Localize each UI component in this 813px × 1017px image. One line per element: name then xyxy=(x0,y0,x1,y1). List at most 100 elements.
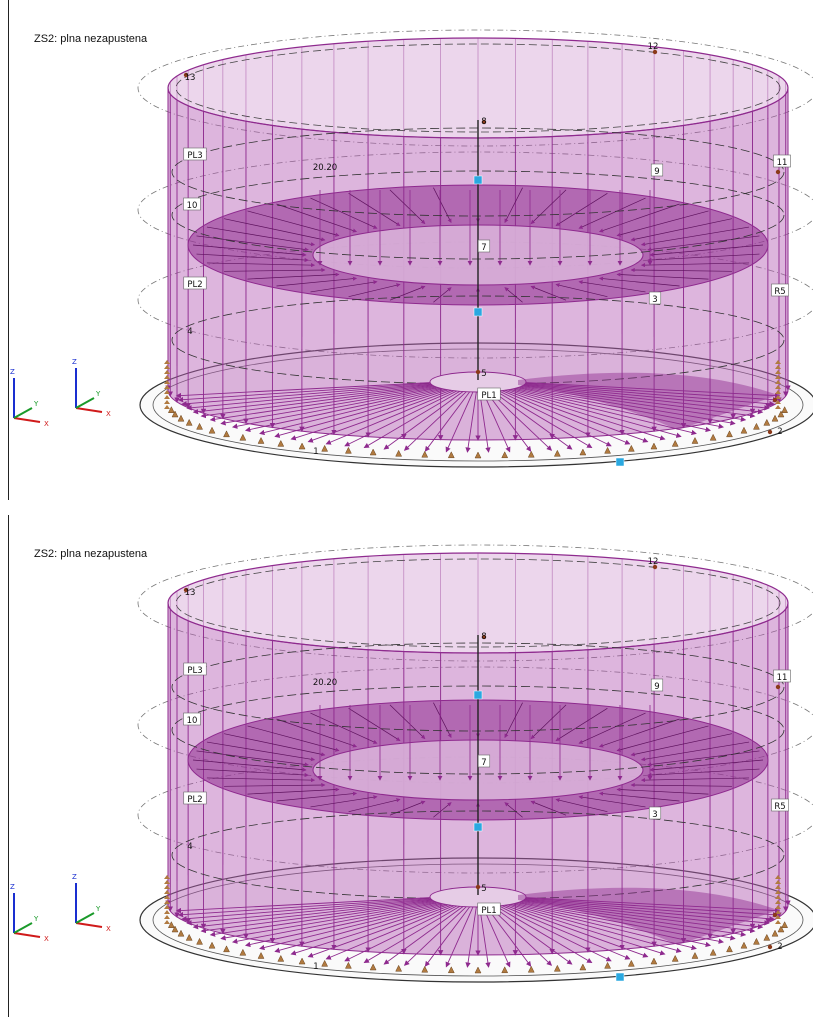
support-symbol xyxy=(753,937,760,945)
floor-radial-load-arrow xyxy=(348,708,401,741)
node-point xyxy=(772,397,778,403)
bottom-radial-load-arrow xyxy=(523,384,764,415)
node-point xyxy=(475,369,481,375)
node-point xyxy=(481,634,487,640)
label-box xyxy=(771,283,789,297)
floor-radial-load-arrow xyxy=(192,244,307,257)
floor-radial-load-arrow xyxy=(206,226,316,247)
support-symbol xyxy=(223,430,230,438)
x-axis-arrow xyxy=(75,407,103,413)
node-label-n11: 11 xyxy=(777,673,788,683)
floor-radial-load-arrow xyxy=(310,197,378,229)
floor-radial-load-arrow xyxy=(555,798,608,813)
support-symbol xyxy=(775,910,781,914)
bottom-radial-load-arrow xyxy=(181,898,432,922)
floor-radial-load-arrow xyxy=(196,253,309,263)
floor-radial-load-arrow xyxy=(247,210,340,237)
floor-radial-load-arrow xyxy=(504,702,523,739)
bottom-radial-load-arrow xyxy=(200,385,435,419)
view-axes-triad: Z X Y xyxy=(72,873,111,933)
node-label-dim: 20.20 xyxy=(313,678,337,688)
support-symbol xyxy=(369,448,377,456)
floor-radial-load-arrow xyxy=(223,218,326,242)
bottom-radial-load-arrow xyxy=(486,391,532,452)
node-label-n8: 8 xyxy=(481,117,486,127)
floor-radial-load-arrow xyxy=(433,802,452,818)
view-panel-bottom: 12 13 8 11 9 10 7 3 R5 4 5 1 2 PL3 PL2 PL1 20.20 Z X Y Z X Y Z… xyxy=(0,515,813,1015)
support-symbol xyxy=(501,966,509,974)
node-label-dim: 20.20 xyxy=(313,163,337,173)
selected-node-marker xyxy=(473,822,483,832)
bottom-radial-load-arrow xyxy=(514,387,712,433)
bottom-radial-load-arrow xyxy=(186,899,432,926)
floor-radial-load-arrow xyxy=(598,203,680,233)
support-symbol xyxy=(277,954,285,962)
floor-radial-load-arrow xyxy=(647,768,760,778)
z-axis-label: Z xyxy=(72,873,77,881)
floor-radial-load-arrow xyxy=(433,702,452,739)
label-box xyxy=(771,798,789,812)
global-axes-triad: Z X Y xyxy=(10,883,49,943)
support-symbol xyxy=(164,885,170,889)
floor-radial-load-arrow xyxy=(598,718,680,748)
support-symbol xyxy=(671,439,679,447)
x-axis-arrow xyxy=(13,932,41,938)
bottom-radial-load-arrow xyxy=(495,390,593,449)
bottom-radial-load-arrow xyxy=(244,387,442,433)
bottom-radial-load-arrow xyxy=(525,382,781,399)
support-symbol xyxy=(579,963,587,971)
load-case-caption: ZS2: plna nezapustena xyxy=(34,33,148,45)
label-box xyxy=(773,669,791,683)
floor-radial-load-arrow xyxy=(276,276,358,287)
bottom-radial-load-arrow xyxy=(479,906,491,968)
bottom-radial-load-arrow xyxy=(525,897,779,918)
floor-radial-load-arrow xyxy=(616,210,709,237)
floor-radial-load-arrow xyxy=(630,267,732,273)
bottom-radial-load-arrow xyxy=(220,386,438,426)
support-symbol xyxy=(775,395,781,399)
node-label-n1: 1 xyxy=(313,447,318,457)
bottom-radial-load-arrow xyxy=(424,391,470,452)
bottom-radial-load-arrow xyxy=(445,391,474,453)
floor-radial-load-arrow xyxy=(616,725,709,752)
support-symbol xyxy=(321,959,329,967)
floor-radial-load-arrow xyxy=(630,218,733,242)
node-label-n4: 4 xyxy=(187,327,192,337)
tank-top-dashed-edge xyxy=(175,558,781,648)
support-symbol xyxy=(196,937,203,945)
bottom-radial-load-arrow xyxy=(525,897,781,914)
bottom-radial-load-arrow xyxy=(498,905,612,962)
support-symbol xyxy=(627,444,635,452)
floor-radial-load-arrow xyxy=(247,787,340,795)
support-symbol xyxy=(775,905,781,909)
left-border-line xyxy=(8,515,9,1017)
node-label-n9: 9 xyxy=(654,682,659,692)
support-symbol xyxy=(447,966,455,974)
y-axis-label: Y xyxy=(33,915,39,923)
floor-radial-load-arrow xyxy=(647,750,760,767)
support-symbol xyxy=(171,925,179,933)
support-symbol xyxy=(298,957,306,965)
bottom-radial-load-arrow xyxy=(524,898,775,922)
label-box xyxy=(477,239,491,253)
floor-radial-load-arrow xyxy=(578,280,646,293)
floor-radial-load-arrow xyxy=(310,280,378,293)
node-label-pl3: PL3 xyxy=(187,666,202,676)
support-symbol xyxy=(775,385,781,389)
support-symbol xyxy=(208,426,216,434)
floor-radial-load-arrow xyxy=(555,193,608,226)
bottom-radial-load-arrow xyxy=(489,391,553,451)
support-symbol xyxy=(223,945,230,953)
floor-radial-load-arrow xyxy=(640,777,750,783)
node-label-n4: 4 xyxy=(187,842,192,852)
support-symbol xyxy=(474,966,482,974)
y-axis-label: Y xyxy=(95,390,101,398)
support-symbol xyxy=(164,375,170,379)
floor-radial-load-arrow xyxy=(630,782,732,788)
node-label-n3: 3 xyxy=(652,295,657,305)
node-label-n7: 7 xyxy=(481,758,486,768)
floor-radial-load-arrow xyxy=(555,708,608,741)
bottom-radial-load-arrow xyxy=(492,906,573,965)
bottom-radial-load-arrow xyxy=(516,902,724,944)
